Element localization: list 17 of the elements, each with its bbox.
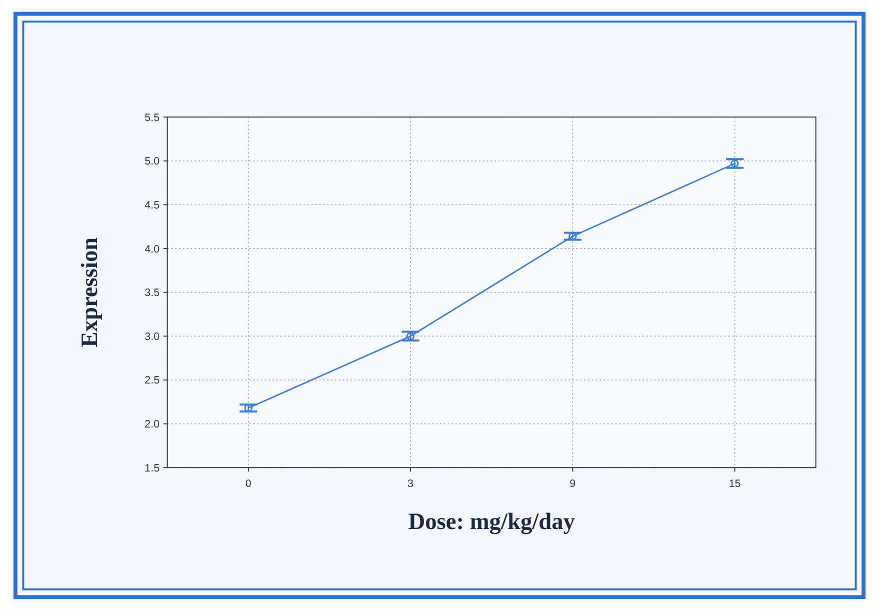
point bbox=[406, 332, 415, 340]
x-tick-label: 3 bbox=[408, 478, 414, 490]
x-axis-title: Dose: mg/kg/day bbox=[408, 508, 576, 535]
y-tick-label: 1.5 bbox=[144, 462, 160, 474]
y-tick-label: 2.5 bbox=[144, 374, 160, 387]
x-tick-label: 0 bbox=[245, 478, 252, 490]
y-tick-label: 4.5 bbox=[144, 199, 160, 212]
x-tick-label: 9 bbox=[570, 478, 576, 490]
y-tick-label: 5.0 bbox=[144, 156, 160, 168]
y-tick-label: 3.5 bbox=[144, 287, 160, 300]
y-tick-label: 4.0 bbox=[144, 243, 160, 256]
y-axis-title: Expression bbox=[77, 237, 104, 348]
x-tick-label: 15 bbox=[728, 478, 741, 490]
y-tick-label: 5.5 bbox=[144, 112, 160, 124]
point bbox=[730, 159, 739, 168]
y-tick-label: 2.0 bbox=[144, 418, 160, 431]
y-tick-label: 3.0 bbox=[144, 330, 160, 343]
